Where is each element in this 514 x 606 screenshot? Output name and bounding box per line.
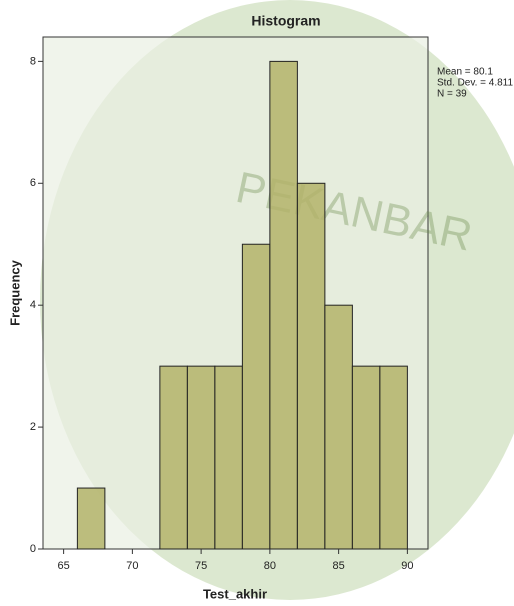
bar [242,244,270,549]
y-tick-label: 4 [30,299,36,311]
x-tick-label: 85 [333,560,345,572]
y-tick-label: 8 [30,55,36,67]
chart: PEKANBAR Histogram Test_akhir Frequency … [0,0,514,606]
stats-annotation: Mean = 80.1 [437,67,493,78]
stats-annotation: Std. Dev. = 4.811 [437,78,514,89]
bar [297,183,325,549]
x-tick-label: 75 [195,560,207,572]
bar [77,488,105,549]
y-tick-label: 6 [30,177,36,189]
x-tick-label: 65 [58,560,70,572]
x-tick-label: 80 [264,560,276,572]
bar [270,61,298,549]
bar [215,366,243,549]
y-tick-label: 2 [30,421,36,433]
bar [187,366,215,549]
x-tick-label: 90 [401,560,413,572]
bar [160,366,188,549]
bar [380,366,408,549]
x-tick-label: 70 [126,560,138,572]
bar [325,305,353,549]
y-tick-label: 0 [30,543,36,555]
x-axis-label: Test_akhir [203,586,267,601]
y-axis-label: Frequency [7,259,22,326]
stats-annotation: N = 39 [437,89,467,100]
chart-title: Histogram [251,13,320,29]
bar [352,366,380,549]
